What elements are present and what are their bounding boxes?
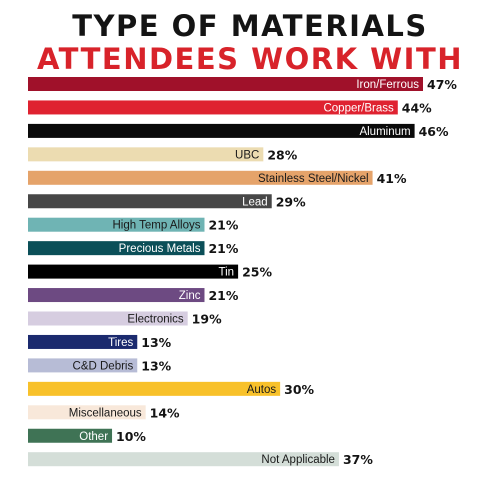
bar-11	[28, 334, 138, 349]
bar-category-label: Iron/Ferrous	[356, 79, 419, 91]
bar-value-label: 19%	[192, 312, 222, 327]
bar-value-label: 28%	[267, 147, 297, 162]
bar-category-label: Not Applicable	[261, 454, 335, 466]
bar-1	[28, 100, 398, 115]
title-line-1: TYPE OF MATERIALS	[72, 9, 428, 43]
bar-category-label: Miscellaneous	[69, 407, 142, 419]
bar-value-label: 14%	[150, 405, 180, 420]
bar-16	[28, 452, 339, 467]
bar-category-label: Tin	[219, 267, 235, 279]
bar-category-label: Tires	[108, 337, 133, 349]
bar-value-label: 47%	[427, 77, 457, 92]
bar-category-label: C&D Debris	[73, 360, 134, 372]
bar-value-label: 21%	[208, 241, 238, 256]
bar-category-label: Precious Metals	[119, 243, 201, 255]
bar-category-label: Lead	[242, 196, 268, 208]
bar-13	[28, 381, 281, 396]
bar-10	[28, 311, 188, 326]
bar-value-label: 25%	[242, 265, 272, 280]
bar-12	[28, 358, 138, 373]
bar-3	[28, 147, 264, 162]
bar-value-label: 46%	[419, 124, 449, 139]
bar-value-label: 44%	[402, 100, 432, 115]
bar-14	[28, 405, 146, 420]
bar-category-label: Aluminum	[359, 126, 410, 138]
bar-value-label: 13%	[141, 335, 171, 350]
bar-category-label: Zinc	[179, 290, 201, 302]
bar-0	[28, 77, 423, 91]
bar-category-label: Electronics	[127, 314, 183, 326]
chart-title: TYPE OF MATERIALS ATTENDEES WORK WITH	[0, 10, 500, 76]
bar-category-label: High Temp Alloys	[112, 220, 200, 232]
bar-category-label: Autos	[247, 384, 277, 396]
bar-category-label: Copper/Brass	[323, 102, 394, 114]
bar-value-label: 21%	[208, 218, 238, 233]
bar-4	[28, 170, 373, 185]
bar-7	[28, 241, 205, 256]
bar-value-label: 30%	[284, 382, 314, 397]
bar-value-label: 41%	[377, 171, 407, 186]
bar-value-label: 29%	[276, 194, 306, 209]
bar-category-label: Other	[79, 431, 108, 443]
bar-value-label: 21%	[208, 288, 238, 303]
bar-9	[28, 288, 205, 303]
bar-5	[28, 194, 272, 209]
bar-value-label: 10%	[116, 429, 146, 444]
bar-value-label: 37%	[343, 452, 373, 467]
bar-8	[28, 264, 239, 279]
bar-value-label: 13%	[141, 358, 171, 373]
title-line-2: ATTENDEES WORK WITH	[36, 42, 464, 76]
bar-6	[28, 217, 205, 232]
bar-category-label: Stainless Steel/Nickel	[258, 173, 369, 185]
bar-2	[28, 123, 415, 138]
bar-category-label: UBC	[235, 149, 259, 161]
bar-15	[28, 428, 113, 443]
